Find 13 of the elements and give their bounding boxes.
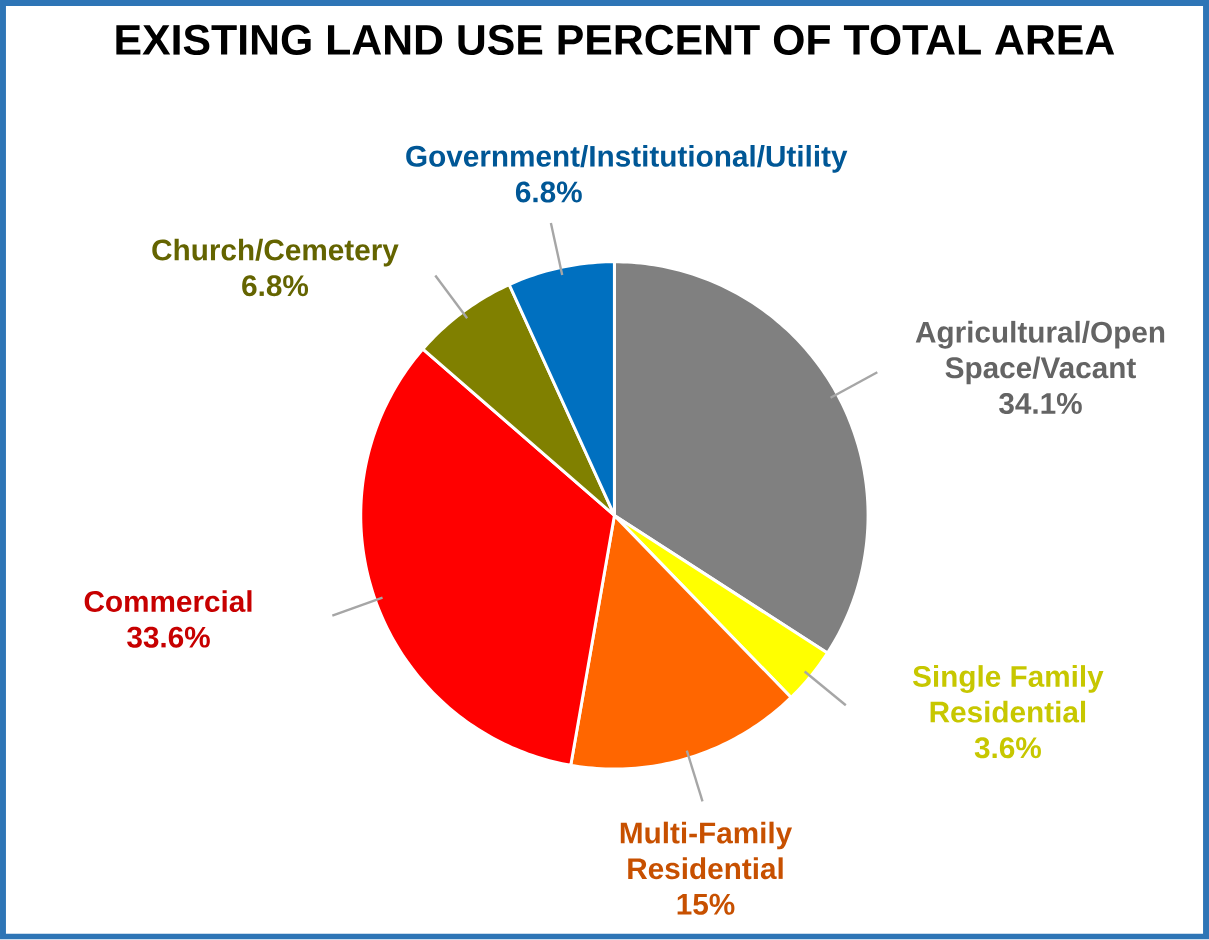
data-label: 15% xyxy=(677,894,735,916)
chart-title: EXISTING LAND USE PERCENT OF TOTAL AREA xyxy=(116,24,1115,56)
data-label: 6.8% xyxy=(242,275,309,297)
data-label: 6.8% xyxy=(515,181,582,203)
data-label: 3.6% xyxy=(974,737,1041,759)
slice-label: Commercial xyxy=(84,590,252,613)
slice-label: Government/Institutional/Utility xyxy=(406,145,848,173)
slice-label: Multi-Family Residential xyxy=(620,821,793,880)
slice-label: Single Family Residential xyxy=(912,665,1104,723)
slice-label: Church/Cemetery xyxy=(152,238,399,267)
data-label: 33.6% xyxy=(127,626,210,648)
slice-label: Agricultural/Open Space/Vacant xyxy=(915,321,1165,385)
data-label: 34.1% xyxy=(999,393,1082,415)
